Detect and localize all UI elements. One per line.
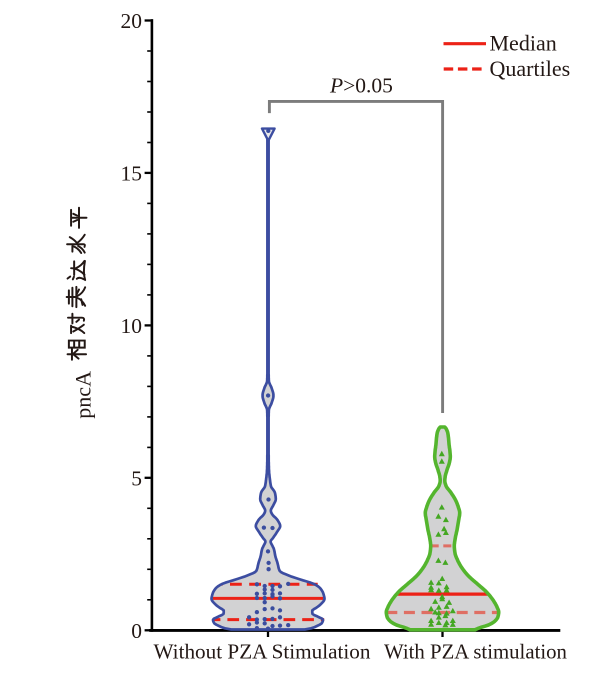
- svg-text:Median: Median: [490, 31, 557, 56]
- svg-text:pncA: pncA: [70, 371, 95, 419]
- svg-text:10: 10: [121, 314, 143, 338]
- svg-text:15: 15: [121, 161, 143, 185]
- svg-text:20: 20: [121, 9, 143, 33]
- svg-text:P>0.05: P>0.05: [329, 74, 393, 98]
- svg-text:0: 0: [131, 619, 142, 643]
- svg-text:Quartiles: Quartiles: [490, 56, 571, 81]
- svg-text:Without PZA Stimulation: Without PZA Stimulation: [154, 639, 371, 663]
- svg-text:5: 5: [131, 466, 142, 490]
- svg-text:With PZA stimulation: With PZA stimulation: [384, 640, 567, 663]
